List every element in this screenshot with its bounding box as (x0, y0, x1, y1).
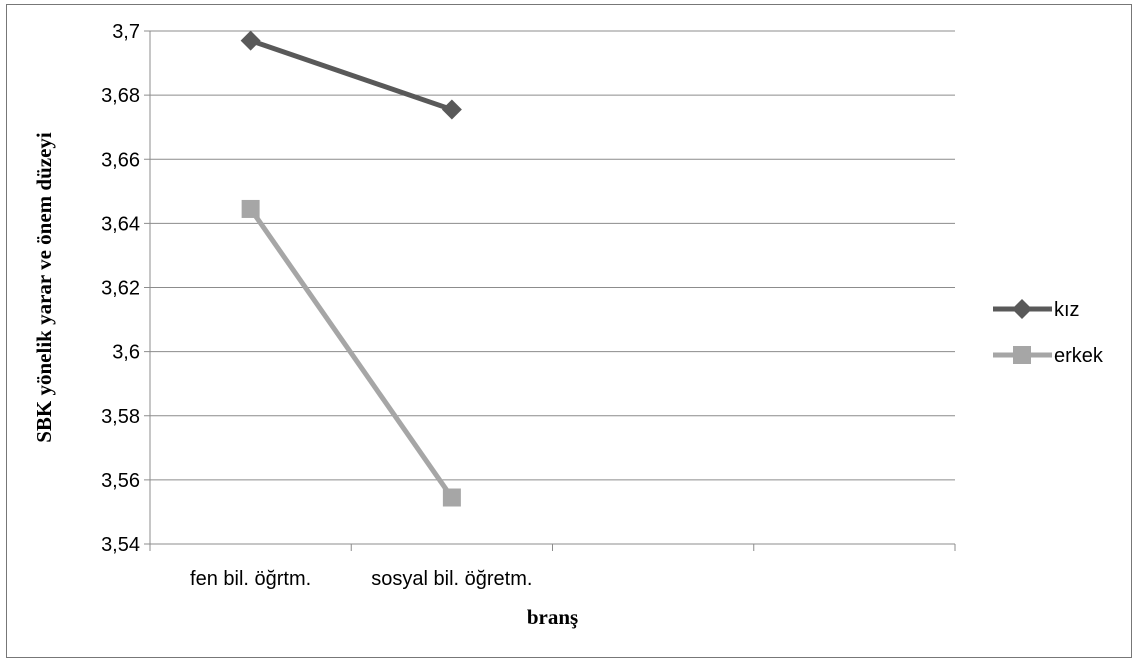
y-tick-label: 3,68 (101, 85, 140, 107)
legend-item: kız (993, 299, 1080, 321)
data-point (441, 99, 462, 120)
series-line (249, 38, 453, 112)
y-tick-labels: 3,54 3,56 3,58 3,6 3,62 3,64 3,66 3,68 3,7 (101, 21, 140, 556)
y-tick-label: 3,64 (101, 213, 140, 235)
legend-label: kız (1054, 299, 1080, 321)
legend-label: erkek (1054, 345, 1104, 367)
chart-frame (6, 4, 1132, 658)
y-axis-title: SBK yönelik yarar ve önem düzeyi (32, 132, 56, 443)
y-tick-label: 3,6 (112, 342, 140, 364)
y-tick-label: 3,62 (101, 278, 140, 300)
series-line (248, 207, 454, 499)
x-tick-label: sosyal bil. öğretm. (371, 568, 532, 590)
series-2 (241, 199, 461, 507)
y-tick-label: 3,56 (101, 470, 140, 492)
y-tick-label: 3,54 (101, 534, 140, 556)
data-point (241, 199, 260, 218)
x-tick-label: fen bil. öğrtm. (190, 568, 311, 590)
series-layer (240, 30, 462, 507)
y-tick-label: 3,58 (101, 406, 140, 428)
legend-marker (1013, 346, 1031, 364)
x-tick-labels: fen bil. öğrtm. sosyal bil. öğretm. (190, 568, 532, 590)
axes (144, 30, 956, 551)
legend-marker (1012, 299, 1032, 319)
y-tick-label: 3,66 (101, 149, 140, 171)
series-1 (240, 30, 462, 120)
legend: kız erkek (993, 299, 1104, 367)
y-tick-label: 3,7 (112, 21, 140, 43)
legend-item: erkek (993, 345, 1104, 367)
x-axis-title: branş (527, 605, 578, 629)
data-point (442, 488, 461, 507)
data-point (240, 30, 261, 51)
gridlines (150, 30, 955, 481)
